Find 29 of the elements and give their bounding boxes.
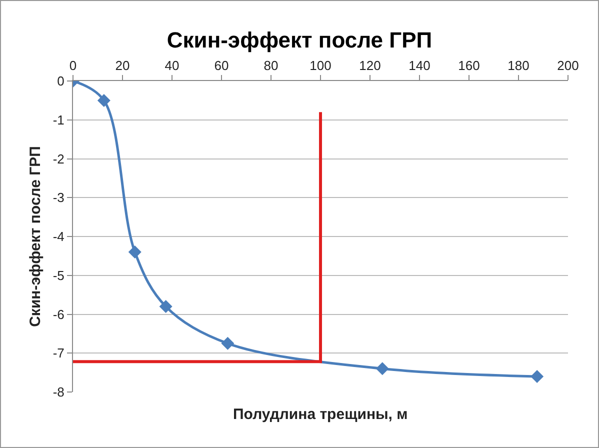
x-tick-label: 60 — [214, 58, 229, 73]
y-tick-label: -2 — [52, 151, 64, 166]
y-tick-label: -5 — [52, 268, 64, 283]
x-tick-label: 20 — [115, 58, 130, 73]
point — [159, 300, 172, 313]
y-tick-label: -7 — [52, 346, 64, 361]
x-axis-title: Полудлина трещины, м — [233, 406, 408, 423]
y-tick-label: -4 — [52, 229, 64, 244]
point — [376, 362, 389, 376]
x-tick-label: 200 — [557, 58, 579, 73]
y-tick-label: -8 — [52, 384, 64, 400]
x-tick-label: 0 — [69, 58, 77, 73]
x-tick-label: 80 — [264, 58, 278, 73]
point — [221, 336, 234, 350]
y-tick-label: 0 — [57, 74, 64, 89]
y-axis-title: Скин-эффект после ГРП — [27, 146, 44, 327]
x-tick-label: 160 — [458, 58, 480, 73]
point — [530, 370, 544, 383]
y-tick-label: -3 — [52, 190, 64, 206]
point — [97, 94, 110, 107]
point — [128, 246, 142, 259]
chart-title: Скин-эффект после ГРП — [166, 28, 432, 53]
x-tick-label: 180 — [508, 58, 530, 73]
x-tick-label: 40 — [164, 58, 180, 73]
x-tick-label: 140 — [408, 58, 430, 73]
y-tick-label: -6 — [52, 306, 64, 322]
x-tick-label: 120 — [359, 58, 381, 73]
x-tick-label: 100 — [310, 58, 332, 73]
y-tick-label: -1 — [52, 112, 64, 128]
